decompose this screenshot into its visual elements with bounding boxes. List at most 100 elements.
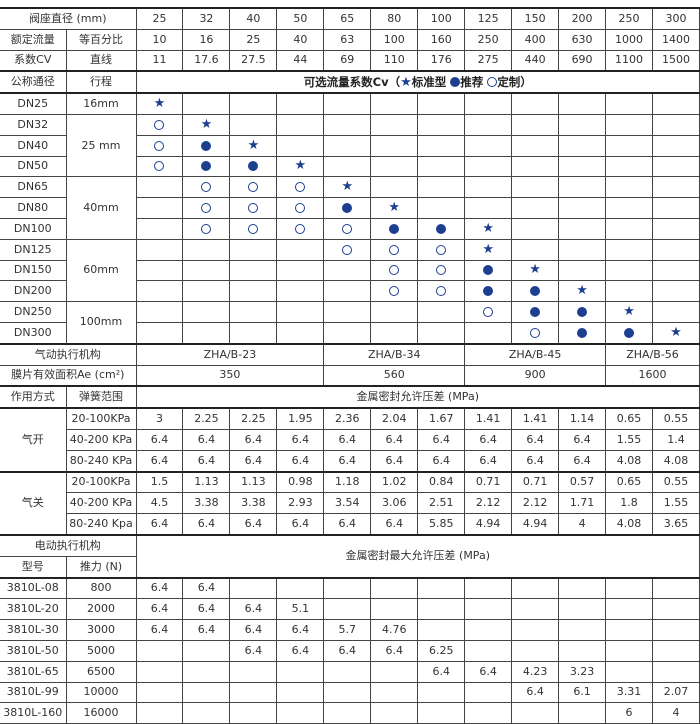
- dn-size: DN65: [0, 176, 67, 199]
- pressure-value: [605, 576, 653, 600]
- dn-size: DN25: [0, 92, 67, 115]
- table-row: DN25 16mm ★: [0, 92, 700, 115]
- filled-circle-icon: [389, 223, 400, 234]
- dn-size: DN150: [0, 259, 67, 282]
- dn-size: DN32: [0, 113, 67, 136]
- open-circle-icon: [483, 307, 494, 318]
- cv-eq: 25: [229, 28, 278, 51]
- cv-option-cell: [135, 113, 184, 136]
- stroke-value: 100mm: [65, 301, 137, 345]
- cv-option-cell: [182, 259, 231, 282]
- cv-option-cell: [276, 113, 325, 136]
- cv-option-cell: [370, 259, 419, 282]
- pressure-value: [370, 660, 419, 683]
- cv-option-cell: [511, 238, 560, 261]
- pressure-value: 6.4: [135, 513, 184, 536]
- pressure-value: [511, 576, 560, 600]
- cv-option-cell: [229, 176, 278, 199]
- table-row: 3810L-08 800 6.4 6.4: [0, 576, 700, 600]
- cv-option-cell: [135, 321, 184, 345]
- table-row: 3810L-65 6500 6.4 6.4 4.23 3.23: [0, 660, 700, 683]
- pressure-value: 6.4: [370, 513, 419, 536]
- cv-label-top: 额定流量: [0, 28, 67, 51]
- filled-circle-icon: [530, 307, 541, 318]
- pressure-value: 6.1: [558, 681, 607, 704]
- cv-option-cell: [135, 301, 184, 323]
- filled-circle-icon: [530, 286, 541, 297]
- thrust-label: 推力 (N): [65, 555, 137, 579]
- pressure-value: [652, 660, 700, 683]
- pressure-value: 1.55: [605, 428, 653, 451]
- star-icon: ★: [482, 241, 494, 257]
- cv-option-cell: [652, 134, 700, 157]
- pressure-value: 1.55: [652, 492, 700, 515]
- cv-lin: 17.6: [182, 49, 231, 72]
- cv-option-cell: [182, 301, 231, 323]
- pressure-value: 3.54: [323, 492, 372, 515]
- open-circle-icon: [201, 223, 212, 234]
- pressure-value: 6.4: [229, 639, 278, 662]
- cv-option-cell: [135, 197, 184, 219]
- pressure-value: 6.25: [417, 639, 466, 662]
- table-row: DN250 100mm ★: [0, 301, 700, 345]
- cv-lin: 44: [276, 49, 325, 72]
- cv-option-cell: [370, 113, 419, 136]
- legend-open: 定制: [497, 74, 521, 89]
- cv-option-cell: [370, 321, 419, 345]
- pressure-value: 6.4: [276, 639, 325, 662]
- spring-range: 40-200 KPa: [65, 428, 137, 451]
- star-icon: ★: [529, 262, 541, 278]
- actuator-area: 350: [135, 364, 325, 387]
- cv-option-cell: [605, 280, 653, 303]
- pressure-value: 2.12: [511, 492, 560, 515]
- cv-eq: 630: [558, 28, 607, 51]
- star-icon: ★: [153, 96, 166, 112]
- pressure-value: 6.4: [135, 598, 184, 621]
- cv-option-cell: [276, 259, 325, 282]
- dn-size: DN300: [0, 321, 67, 345]
- pressure-value: [135, 639, 184, 662]
- pressure-value: [135, 681, 184, 704]
- cv-option-cell: [370, 176, 419, 199]
- open-circle-icon: [487, 77, 498, 88]
- cv-eq: 16: [182, 28, 231, 51]
- table-row: DN65 40mm ★: [0, 176, 700, 240]
- pressure-value: 6.4: [511, 449, 560, 473]
- cv-option-cell: [511, 321, 560, 345]
- open-circle-icon: [389, 244, 400, 255]
- pressure-value: [464, 681, 513, 704]
- star-icon: ★: [388, 200, 401, 216]
- pressure-value: [511, 619, 560, 641]
- spring-range: 20-100KPa: [65, 470, 137, 494]
- pressure-value: 0.55: [652, 470, 700, 494]
- electric-model: 3810L-160: [0, 702, 67, 724]
- legend-star: 标准型: [411, 74, 447, 89]
- cv-eq: 400: [511, 28, 560, 51]
- cv-option-cell: [229, 321, 278, 345]
- cv-option-cell: [276, 238, 325, 261]
- filled-circle-icon: [342, 203, 353, 214]
- cv-option-cell: [370, 134, 419, 157]
- pressure-value: 0.55: [652, 407, 700, 430]
- seat-size: 25: [135, 6, 184, 30]
- cv-option-cell: ★: [135, 92, 184, 115]
- pressure-value: [417, 576, 466, 600]
- pressure-value: 6.4: [135, 449, 184, 473]
- actuator-area: 560: [323, 364, 466, 387]
- seat-size: 100: [417, 6, 466, 30]
- cv-option-cell: [276, 176, 325, 199]
- pressure-value: 6.4: [417, 660, 466, 683]
- cv-option-cell: [135, 134, 184, 157]
- seat-size: 125: [464, 6, 513, 30]
- seat-size: 150: [511, 6, 560, 30]
- pressure-value: [605, 619, 653, 641]
- pressure-value: 6.4: [323, 513, 372, 536]
- pressure-value: 6.4: [135, 619, 184, 641]
- electric-dp-title: 金属密封最大允许压差 (MPa): [135, 533, 700, 579]
- cv-option-cell: [417, 217, 466, 240]
- table-row: 3810L-50 5000 6.4 6.4 6.4 6.4 6.25: [0, 639, 700, 662]
- cv-option-cell: [417, 301, 466, 323]
- filled-circle-icon: [483, 286, 494, 297]
- cv-option-cell: [417, 113, 466, 136]
- pressure-value: [464, 598, 513, 621]
